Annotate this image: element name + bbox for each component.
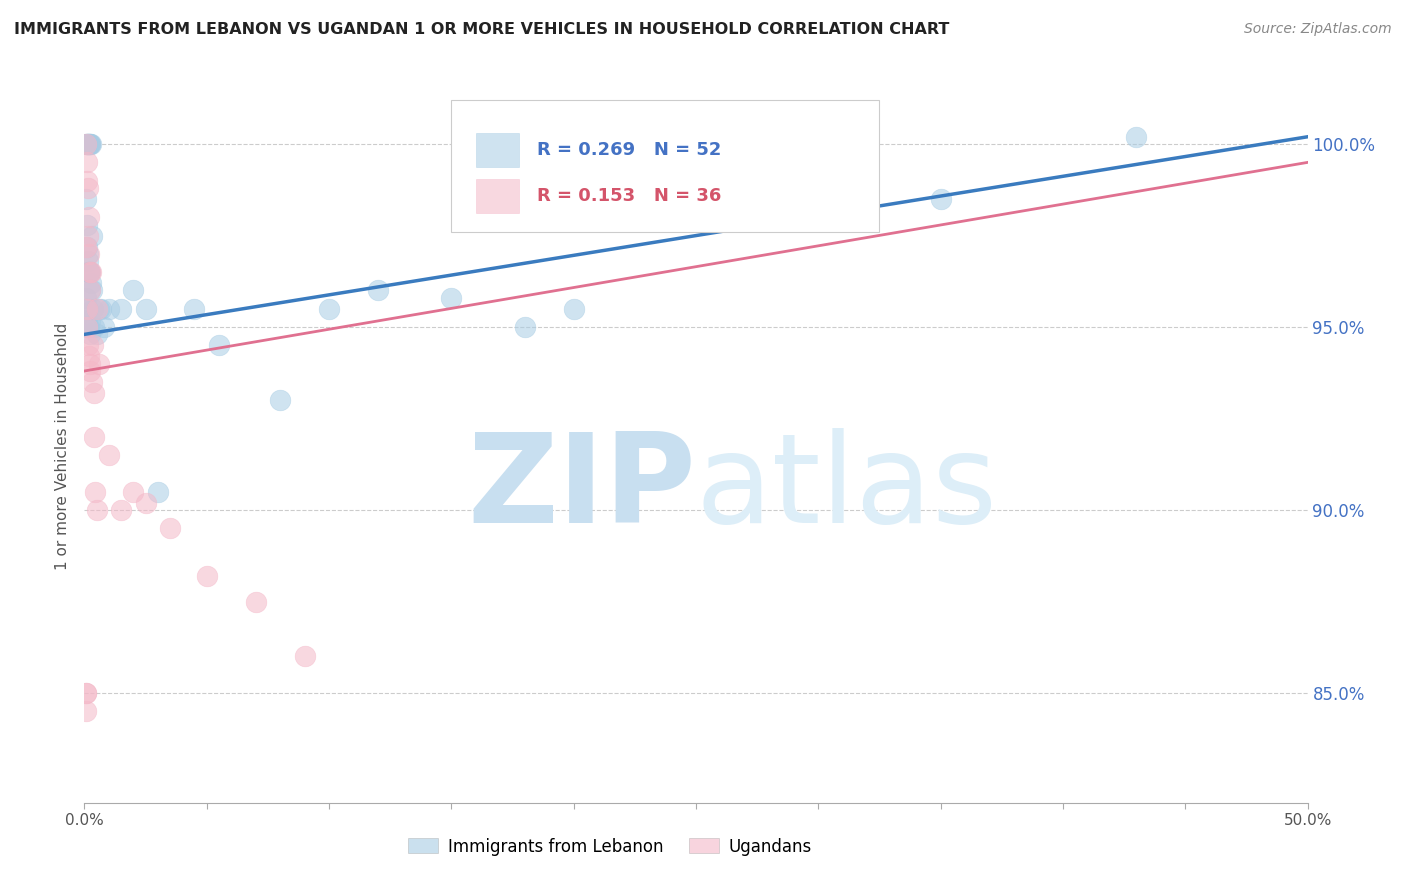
Point xyxy=(318,301,340,316)
Point xyxy=(110,503,132,517)
Point xyxy=(77,320,100,334)
Point xyxy=(97,448,120,462)
Point xyxy=(82,338,104,352)
Point xyxy=(77,265,100,279)
Text: Source: ZipAtlas.com: Source: ZipAtlas.com xyxy=(1244,22,1392,37)
Point xyxy=(76,301,98,316)
Point xyxy=(367,284,389,298)
Point xyxy=(122,484,145,499)
Point xyxy=(87,357,110,371)
Point xyxy=(76,137,98,152)
Y-axis label: 1 or more Vehicles in Household: 1 or more Vehicles in Household xyxy=(55,322,70,570)
Point xyxy=(77,137,100,152)
Point xyxy=(79,265,101,279)
Point xyxy=(77,247,100,261)
Point xyxy=(83,320,105,334)
Point xyxy=(685,192,707,206)
Point xyxy=(76,137,98,152)
Point xyxy=(75,686,97,700)
Point xyxy=(110,301,132,316)
Point xyxy=(562,301,585,316)
Point xyxy=(83,386,105,401)
Point xyxy=(80,228,103,243)
Point xyxy=(245,594,267,608)
Point xyxy=(269,393,291,408)
Point xyxy=(80,276,103,290)
Point xyxy=(79,284,101,298)
Point xyxy=(76,181,98,195)
Text: ZIP: ZIP xyxy=(467,428,696,549)
Point xyxy=(294,649,316,664)
Point xyxy=(76,312,98,326)
Point xyxy=(79,137,101,152)
Point xyxy=(146,484,169,499)
Point xyxy=(75,137,97,152)
Text: atlas: atlas xyxy=(696,428,998,549)
Point xyxy=(183,301,205,316)
Point xyxy=(76,174,98,188)
Point xyxy=(80,265,103,279)
Text: R = 0.153   N = 36: R = 0.153 N = 36 xyxy=(537,187,721,205)
Point xyxy=(76,137,98,152)
Point xyxy=(75,291,97,305)
Point xyxy=(76,301,98,316)
Point xyxy=(79,327,101,342)
Point xyxy=(76,320,98,334)
Point xyxy=(77,349,100,363)
Point xyxy=(75,239,97,253)
Point xyxy=(77,254,100,268)
Point xyxy=(83,430,105,444)
FancyBboxPatch shape xyxy=(451,100,880,232)
Point xyxy=(929,192,952,206)
Point xyxy=(77,228,100,243)
Point xyxy=(80,137,103,152)
Point xyxy=(86,327,108,342)
Point xyxy=(195,569,218,583)
Point xyxy=(79,357,101,371)
Point xyxy=(75,686,97,700)
Point xyxy=(440,291,463,305)
Point xyxy=(86,301,108,316)
Point xyxy=(82,301,104,316)
Point xyxy=(90,301,112,316)
Point xyxy=(77,137,100,152)
Point xyxy=(76,218,98,232)
Text: R = 0.269   N = 52: R = 0.269 N = 52 xyxy=(537,141,721,159)
Point xyxy=(79,284,101,298)
Point xyxy=(75,704,97,718)
Point xyxy=(122,284,145,298)
Point xyxy=(76,247,98,261)
Point xyxy=(77,320,100,334)
Point xyxy=(93,320,115,334)
FancyBboxPatch shape xyxy=(475,179,519,213)
Point xyxy=(77,265,100,279)
Point xyxy=(79,265,101,279)
Point xyxy=(79,312,101,326)
Point xyxy=(77,137,100,152)
FancyBboxPatch shape xyxy=(475,133,519,167)
Point xyxy=(76,338,98,352)
Point xyxy=(75,137,97,152)
Point xyxy=(84,484,107,499)
Point xyxy=(79,137,101,152)
Point xyxy=(77,211,100,225)
Point xyxy=(97,301,120,316)
Point xyxy=(76,301,98,316)
Text: IMMIGRANTS FROM LEBANON VS UGANDAN 1 OR MORE VEHICLES IN HOUSEHOLD CORRELATION C: IMMIGRANTS FROM LEBANON VS UGANDAN 1 OR … xyxy=(14,22,949,37)
Point xyxy=(80,375,103,389)
Point xyxy=(135,496,157,510)
Point xyxy=(76,239,98,253)
Point xyxy=(76,155,98,169)
Point xyxy=(513,320,536,334)
Point xyxy=(75,192,97,206)
Point xyxy=(208,338,231,352)
Point xyxy=(159,521,181,535)
Point xyxy=(79,364,101,378)
Point xyxy=(1125,129,1147,144)
Point xyxy=(87,301,110,316)
Point xyxy=(135,301,157,316)
Point xyxy=(80,284,103,298)
Point xyxy=(86,503,108,517)
Legend: Immigrants from Lebanon, Ugandans: Immigrants from Lebanon, Ugandans xyxy=(402,831,818,863)
